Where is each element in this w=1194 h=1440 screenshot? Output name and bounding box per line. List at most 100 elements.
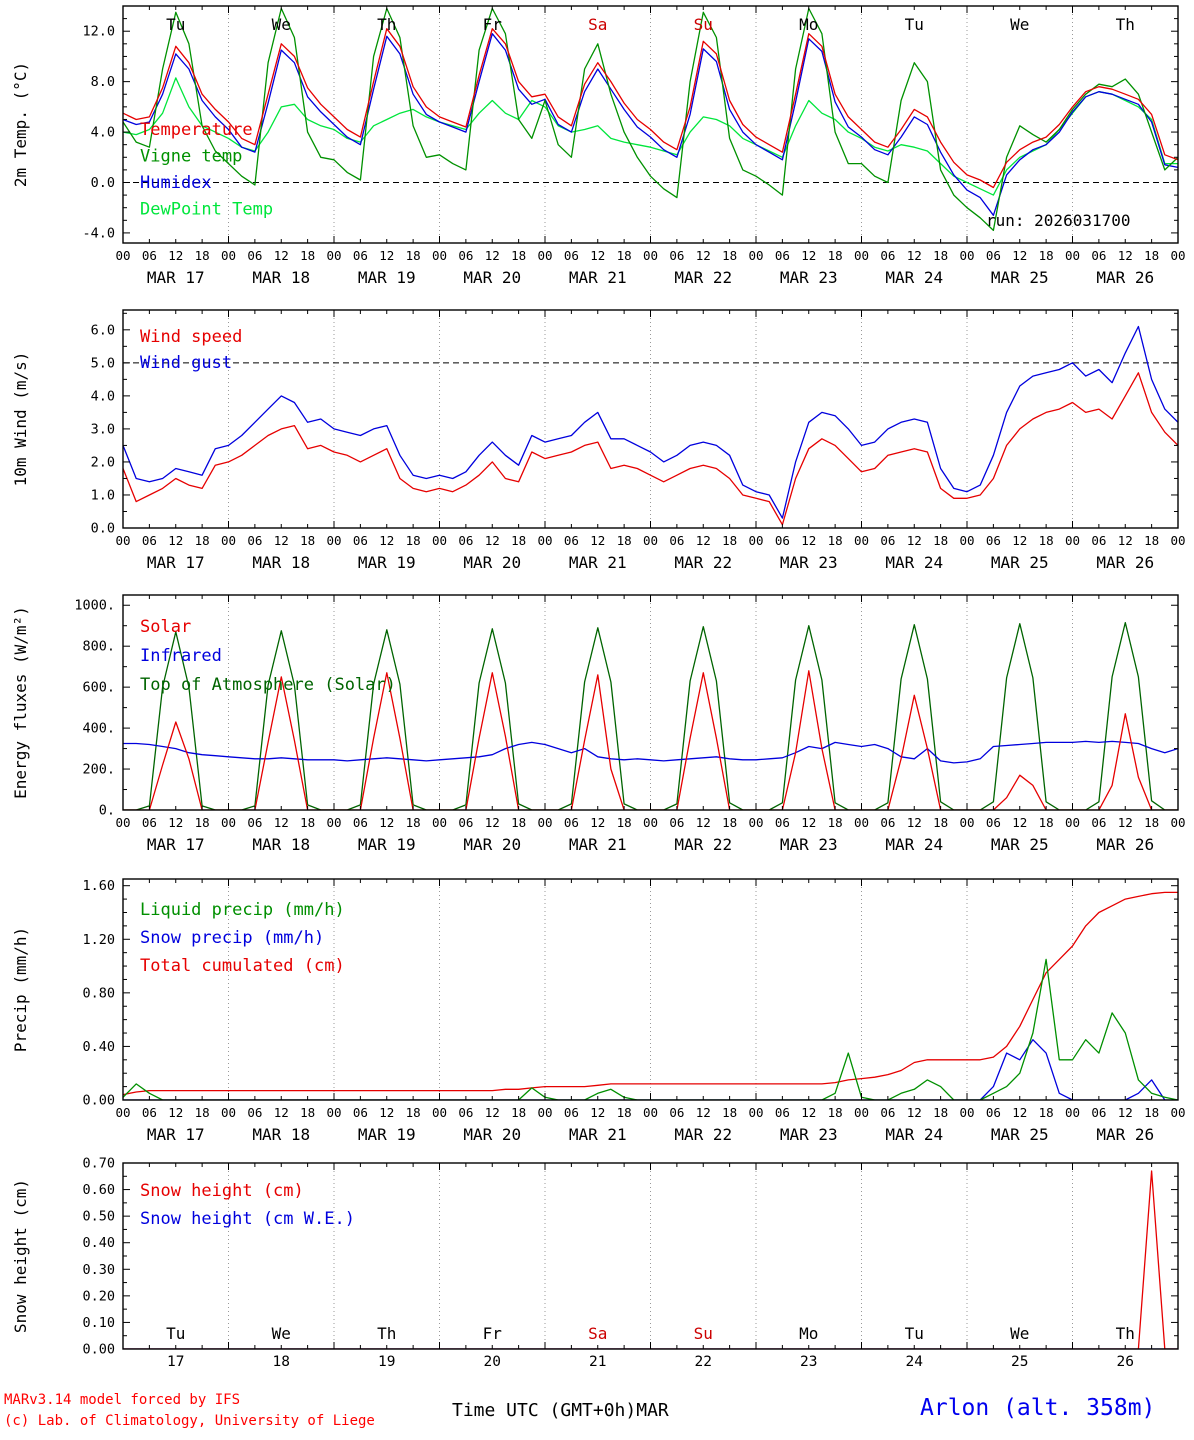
y-tick-labels: 0. 200. 400. 600. 800. 1000. <box>74 598 115 819</box>
svg-text:6.0: 6.0 <box>91 322 115 338</box>
plot-frame <box>122 5 1179 244</box>
svg-text:06: 06 <box>986 815 1001 830</box>
svg-text:0.20: 0.20 <box>82 1288 115 1304</box>
svg-text:00: 00 <box>959 815 974 830</box>
svg-text:18: 18 <box>406 533 421 548</box>
svg-text:0.10: 0.10 <box>82 1315 115 1331</box>
gridlines <box>123 310 1178 528</box>
wind-panel: 0.0 1.0 2.0 3.0 4.0 5.0 6.0 10m Wind (m/s) 00 06 1… <box>0 300 1194 585</box>
svg-text:Vigne temp: Vigne temp <box>140 147 242 167</box>
svg-text:Tu: Tu <box>905 15 924 34</box>
svg-text:Humidex: Humidex <box>140 173 212 193</box>
series-top-of-atmosphere-solar- <box>123 621 1178 810</box>
svg-text:MAR 18: MAR 18 <box>252 835 310 854</box>
svg-text:Liquid precip (mm/h): Liquid precip (mm/h) <box>140 900 345 920</box>
svg-text:18: 18 <box>195 248 210 263</box>
svg-text:MAR 20: MAR 20 <box>463 835 521 854</box>
svg-text:Su: Su <box>694 1324 713 1343</box>
svg-text:18: 18 <box>1144 1105 1159 1120</box>
svg-text:06: 06 <box>458 248 473 263</box>
svg-text:00: 00 <box>221 248 236 263</box>
svg-text:18: 18 <box>300 1105 315 1120</box>
svg-text:00: 00 <box>748 1105 763 1120</box>
svg-text:12: 12 <box>1118 533 1133 548</box>
axis-ticks <box>122 595 1179 811</box>
svg-text:12: 12 <box>379 533 394 548</box>
svg-text:18: 18 <box>406 815 421 830</box>
svg-text:12: 12 <box>379 248 394 263</box>
svg-text:12: 12 <box>379 1105 394 1120</box>
svg-text:00: 00 <box>326 533 341 548</box>
x-tick-labels: 00 06 12 18 00 06 12 18 00 06 12 18 00 06 12 18 00 06 12 18… <box>115 533 1185 572</box>
svg-text:18: 18 <box>722 248 737 263</box>
svg-text:00: 00 <box>643 815 658 830</box>
series-temperature <box>123 28 1178 189</box>
svg-text:00: 00 <box>221 533 236 548</box>
svg-text:MAR 22: MAR 22 <box>674 835 732 854</box>
svg-text:06: 06 <box>247 1105 262 1120</box>
svg-text:Wind gust: Wind gust <box>140 353 232 373</box>
series-solar <box>123 670 1178 810</box>
gridlines <box>228 595 1073 810</box>
x-tick-labels: 00 06 12 18 00 06 12 18 00 06 12 18 00 06 12 18 00 06 12 18… <box>115 815 1185 854</box>
y-axis-title: 10m Wind (m/s) <box>11 352 30 487</box>
svg-text:06: 06 <box>1091 533 1106 548</box>
svg-text:18: 18 <box>1039 533 1054 548</box>
svg-text:00: 00 <box>1170 533 1185 548</box>
svg-text:MAR 23: MAR 23 <box>780 553 838 572</box>
svg-text:18: 18 <box>933 533 948 548</box>
svg-text:19: 19 <box>378 1354 395 1370</box>
svg-text:12: 12 <box>1118 1105 1133 1120</box>
svg-text:12: 12 <box>907 248 922 263</box>
svg-text:06: 06 <box>669 1105 684 1120</box>
model-credit: MARv3.14 model forced by IFS (c) Lab. of… <box>4 1390 375 1432</box>
precip-panel: 0.00 0.40 0.80 1.20 1.60 Precip (mm/h) 00 06 12 1… <box>0 867 1194 1157</box>
svg-text:12: 12 <box>590 533 605 548</box>
svg-text:00: 00 <box>1065 815 1080 830</box>
svg-text:12: 12 <box>1012 248 1027 263</box>
svg-text:06: 06 <box>986 248 1001 263</box>
svg-text:MAR 21: MAR 21 <box>569 835 627 854</box>
svg-text:17: 17 <box>167 1354 184 1370</box>
svg-text:12: 12 <box>696 815 711 830</box>
svg-text:00: 00 <box>326 815 341 830</box>
svg-text:We: We <box>1010 1324 1029 1343</box>
x-tick-labels: 17 18 19 20 21 22 23 24 25 26 <box>167 1354 1134 1370</box>
svg-text:MAR 21: MAR 21 <box>569 1125 627 1144</box>
svg-text:12: 12 <box>274 248 289 263</box>
svg-text:2.0: 2.0 <box>91 454 115 470</box>
svg-text:MAR 25: MAR 25 <box>991 1125 1049 1144</box>
svg-text:12: 12 <box>801 533 816 548</box>
svg-text:18: 18 <box>1039 815 1054 830</box>
axis-ticks <box>122 5 1179 243</box>
legend: Snow height (cm) Snow height (cm W.E.) <box>140 1181 355 1229</box>
svg-text:18: 18 <box>406 1105 421 1120</box>
svg-text:MAR 17: MAR 17 <box>147 835 205 854</box>
svg-text:0.0: 0.0 <box>91 521 115 537</box>
svg-text:MAR 26: MAR 26 <box>1096 268 1154 287</box>
svg-text:00: 00 <box>115 533 130 548</box>
svg-text:Solar: Solar <box>140 617 191 637</box>
svg-text:18: 18 <box>617 533 632 548</box>
svg-text:We: We <box>272 15 291 34</box>
svg-text:00: 00 <box>115 815 130 830</box>
svg-text:18: 18 <box>722 533 737 548</box>
svg-text:MAR 24: MAR 24 <box>885 553 943 572</box>
gridlines <box>228 1163 1073 1349</box>
svg-text:12: 12 <box>696 1105 711 1120</box>
svg-text:00: 00 <box>537 533 552 548</box>
svg-text:MAR 19: MAR 19 <box>358 268 416 287</box>
svg-text:06: 06 <box>142 533 157 548</box>
svg-text:18: 18 <box>1144 533 1159 548</box>
svg-text:18: 18 <box>617 815 632 830</box>
svg-text:12: 12 <box>274 1105 289 1120</box>
svg-text:00: 00 <box>959 248 974 263</box>
svg-text:MAR 23: MAR 23 <box>780 835 838 854</box>
svg-text:We: We <box>272 1324 291 1343</box>
svg-text:06: 06 <box>669 248 684 263</box>
svg-text:12: 12 <box>168 815 183 830</box>
svg-text:Tu: Tu <box>905 1324 924 1343</box>
svg-text:-4.0: -4.0 <box>82 225 115 241</box>
svg-text:Snow precip (mm/h): Snow precip (mm/h) <box>140 928 324 948</box>
svg-text:12: 12 <box>801 815 816 830</box>
